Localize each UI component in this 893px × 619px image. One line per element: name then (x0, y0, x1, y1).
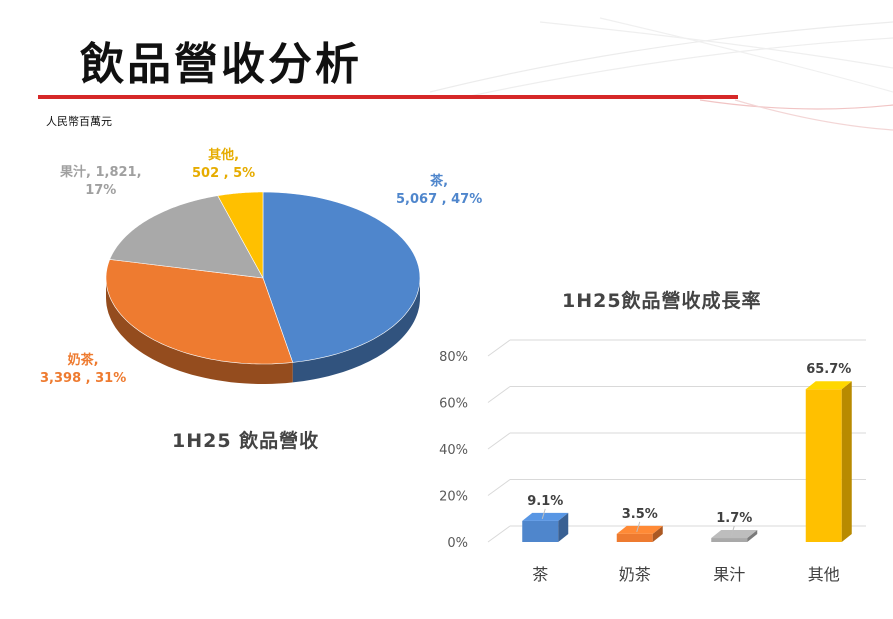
bar-side-tea (558, 512, 569, 542)
y-tick-label: 0% (447, 536, 468, 551)
y-tick-label: 20% (439, 490, 468, 505)
bar-data-label: 9.1% (527, 494, 563, 509)
x-category-label: 茶 (532, 565, 548, 584)
bar-chart-title: 1H25飲品營收成長率 (562, 290, 762, 312)
pie-slice-juice (109, 195, 264, 279)
pie-label-juice-line2: 17% (85, 183, 117, 198)
pie-label-milk-tea-value: 3,398 , 31% (40, 371, 127, 386)
bar-top-other (805, 381, 852, 390)
pie-slice-tea (262, 191, 421, 363)
pie-label-juice: 果汁, 1,821, 17% (60, 164, 142, 200)
title-divider (38, 95, 738, 99)
bar-milk_tea (616, 533, 653, 542)
unit-note: 人民幣百萬元 (46, 115, 112, 128)
x-category-label: 果汁 (713, 565, 745, 584)
pie-label-tea: 茶, 5,067 , 47% (396, 173, 482, 209)
bar-top-milk_tea (616, 525, 663, 534)
bar-data-label: 1.7% (716, 511, 752, 526)
x-category-label: 其他 (808, 565, 840, 584)
pie-label-tea-value: 5,067 , 47% (396, 192, 483, 207)
bar-side-milk_tea (652, 525, 663, 542)
y-tick-label: 60% (439, 397, 468, 412)
pie-label-milk-tea: 奶茶, 3,398 , 31% (40, 352, 126, 388)
pie-slice-other (217, 191, 264, 279)
pie-label-juice-line1: 果汁, 1,821, (60, 165, 142, 180)
pie-label-other-name: 其他, (208, 148, 240, 163)
pie-slice-milk_tea (105, 259, 294, 365)
bar-data-label: 65.7% (806, 362, 851, 377)
pie-label-other: 其他, 502 , 5% (192, 147, 255, 183)
x-category-label: 奶茶 (619, 565, 651, 584)
bar-side-juice (747, 530, 758, 542)
pie-side-milk_tea (106, 278, 293, 384)
pie-side-tea (292, 278, 420, 383)
bar-other (805, 389, 842, 542)
pie-label-milk-tea-name: 奶茶, (67, 353, 99, 368)
bar-top-tea (522, 512, 569, 521)
bar-tea (522, 520, 559, 542)
bar-side-other (841, 381, 852, 542)
bar-top-juice (711, 530, 758, 539)
pie-label-tea-name: 茶, (430, 174, 449, 189)
bar-juice (711, 538, 748, 542)
y-tick-label: 80% (439, 350, 468, 365)
pie-chart-title: 1H25 飲品營收 (172, 430, 320, 452)
pie-label-other-value: 502 , 5% (192, 166, 256, 181)
bar-data-label: 3.5% (622, 507, 658, 522)
page-title: 飲品營收分析 (80, 39, 362, 90)
y-tick-label: 40% (439, 443, 468, 458)
